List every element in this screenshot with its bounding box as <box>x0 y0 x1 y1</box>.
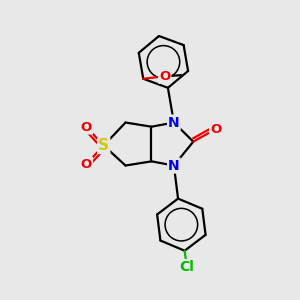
Text: O: O <box>159 70 170 83</box>
Text: S: S <box>98 138 109 153</box>
Text: N: N <box>168 158 180 172</box>
Text: N: N <box>168 116 180 130</box>
Text: Cl: Cl <box>179 260 194 274</box>
Text: O: O <box>210 123 221 136</box>
Text: O: O <box>81 158 92 170</box>
Text: O: O <box>81 121 92 134</box>
